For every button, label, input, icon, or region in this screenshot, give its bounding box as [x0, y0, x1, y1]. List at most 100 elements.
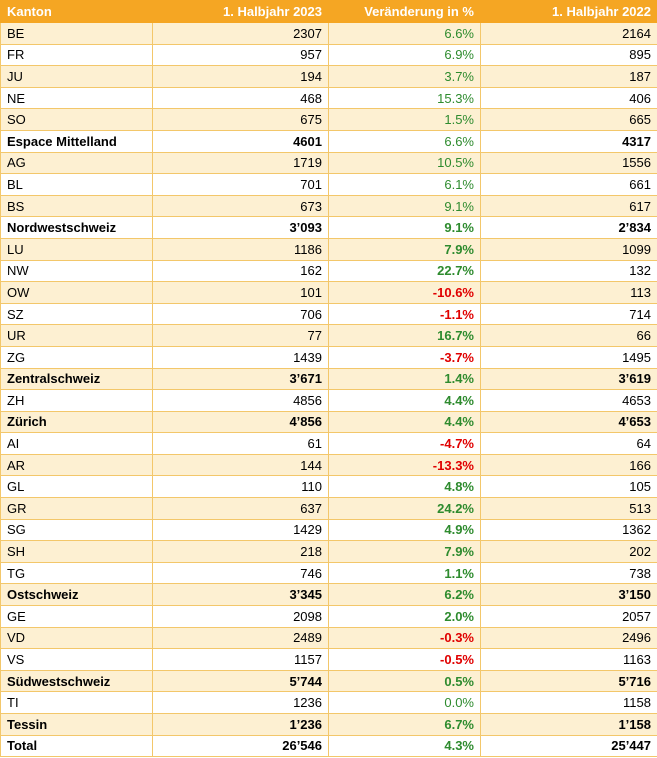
cell-change: 0.5%	[328, 669, 481, 693]
table-row: BS 673 9.1% 617	[0, 194, 657, 218]
cell-change: 4.4%	[328, 389, 481, 412]
cell-change: 4.3%	[328, 734, 481, 758]
cell-change: 0.0%	[328, 691, 481, 714]
cell-kanton: ZH	[0, 389, 153, 412]
cell-h2022: 1163	[480, 648, 657, 671]
table-row: LU 1186 7.9% 1099	[0, 237, 657, 261]
cell-kanton: GR	[0, 497, 153, 520]
cell-kanton: Ostschweiz	[0, 583, 153, 607]
cell-kanton: JU	[0, 65, 153, 88]
cell-h2022: 1099	[480, 237, 657, 261]
cell-h2023: 1186	[152, 237, 329, 261]
cell-change: 6.6%	[328, 129, 481, 153]
cell-change: 3.7%	[328, 65, 481, 88]
cell-change: 1.4%	[328, 367, 481, 391]
cell-kanton: SZ	[0, 302, 153, 326]
cell-h2023: 468	[152, 86, 329, 110]
cell-change: 7.9%	[328, 540, 481, 563]
cell-kanton: TG	[0, 561, 153, 585]
cell-change: -3.7%	[328, 345, 481, 369]
cell-h2022: 4653	[480, 389, 657, 412]
cell-h2022: 1362	[480, 518, 657, 542]
table-row: Ostschweiz 3’345 6.2% 3’150	[0, 583, 657, 607]
cell-change: 10.5%	[328, 151, 481, 175]
cell-kanton: Total	[0, 734, 153, 758]
table-row: GL 110 4.8% 105	[0, 475, 657, 499]
cell-h2022: 1556	[480, 151, 657, 175]
table-row: NW 162 22.7% 132	[0, 259, 657, 283]
cell-change: 22.7%	[328, 259, 481, 283]
header-h2023: 1. Halbjahr 2023	[152, 0, 329, 23]
cell-h2022: 1158	[480, 691, 657, 714]
cell-change: -0.5%	[328, 648, 481, 671]
cell-h2022: 132	[480, 259, 657, 283]
cell-h2023: 1236	[152, 691, 329, 714]
cell-change: 4.9%	[328, 518, 481, 542]
cell-h2023: 61	[152, 432, 329, 455]
cell-h2023: 1429	[152, 518, 329, 542]
cell-h2022: 105	[480, 475, 657, 499]
cell-kanton: VD	[0, 626, 153, 650]
cell-h2022: 25’447	[480, 734, 657, 758]
cell-kanton: UR	[0, 324, 153, 347]
cell-h2022: 4’653	[480, 410, 657, 434]
table-row: NE 468 15.3% 406	[0, 86, 657, 110]
cell-kanton: FR	[0, 43, 153, 67]
table-row: Total 26’546 4.3% 25’447	[0, 734, 657, 758]
table-row: SH 218 7.9% 202	[0, 540, 657, 563]
cell-h2022: 513	[480, 497, 657, 520]
cell-h2022: 3’619	[480, 367, 657, 391]
cell-change: 24.2%	[328, 497, 481, 520]
table-row: Tessin 1’236 6.7% 1’158	[0, 713, 657, 736]
table-row: VS 1157 -0.5% 1163	[0, 648, 657, 671]
cell-kanton: Espace Mittelland	[0, 129, 153, 153]
cell-kanton: Südwestschweiz	[0, 669, 153, 693]
cell-h2023: 3’345	[152, 583, 329, 607]
table-header-row: Kanton 1. Halbjahr 2023 Veränderung in %…	[0, 0, 657, 23]
cell-change: 9.1%	[328, 216, 481, 239]
cell-h2023: 101	[152, 281, 329, 304]
cell-kanton: NE	[0, 86, 153, 110]
cell-h2023: 5’744	[152, 669, 329, 693]
cell-h2023: 673	[152, 194, 329, 218]
header-h2022: 1. Halbjahr 2022	[480, 0, 657, 23]
table-row: ZG 1439 -3.7% 1495	[0, 345, 657, 369]
cell-h2023: 2098	[152, 605, 329, 628]
table-row: Zentralschweiz 3’671 1.4% 3’619	[0, 367, 657, 391]
cell-change: 6.7%	[328, 713, 481, 736]
cell-kanton: AR	[0, 453, 153, 477]
cell-h2023: 26’546	[152, 734, 329, 758]
cell-kanton: SG	[0, 518, 153, 542]
header-kanton: Kanton	[0, 0, 153, 23]
cell-kanton: Nordwestschweiz	[0, 216, 153, 239]
table-row: AG 1719 10.5% 1556	[0, 151, 657, 175]
cell-h2022: 166	[480, 453, 657, 477]
table-row: OW 101 -10.6% 113	[0, 281, 657, 304]
cell-change: 9.1%	[328, 194, 481, 218]
cell-kanton: BE	[0, 22, 153, 45]
table-row: SG 1429 4.9% 1362	[0, 518, 657, 542]
cell-h2022: 665	[480, 108, 657, 131]
cell-h2022: 738	[480, 561, 657, 585]
table-row: UR 77 16.7% 66	[0, 324, 657, 347]
cell-kanton: VS	[0, 648, 153, 671]
cell-h2022: 3’150	[480, 583, 657, 607]
table-row: Espace Mittelland 4601 6.6% 4317	[0, 129, 657, 153]
cell-change: 2.0%	[328, 605, 481, 628]
cell-h2023: 4601	[152, 129, 329, 153]
table-row: SZ 706 -1.1% 714	[0, 302, 657, 326]
cell-h2023: 3’671	[152, 367, 329, 391]
cell-h2022: 406	[480, 86, 657, 110]
cell-h2022: 2496	[480, 626, 657, 650]
cell-h2022: 64	[480, 432, 657, 455]
table-row: VD 2489 -0.3% 2496	[0, 626, 657, 650]
cell-h2023: 1719	[152, 151, 329, 175]
cell-h2023: 218	[152, 540, 329, 563]
cell-kanton: TI	[0, 691, 153, 714]
cell-change: -13.3%	[328, 453, 481, 477]
cell-change: -10.6%	[328, 281, 481, 304]
table-row: BL 701 6.1% 661	[0, 173, 657, 196]
table-row: BE 2307 6.6% 2164	[0, 22, 657, 45]
cell-change: -0.3%	[328, 626, 481, 650]
